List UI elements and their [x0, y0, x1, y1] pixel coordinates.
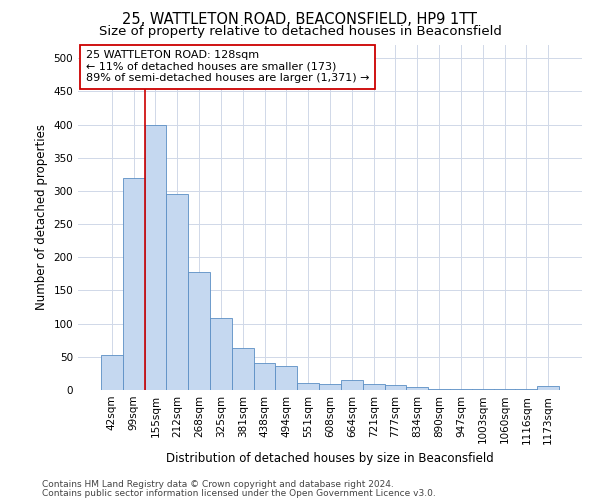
Bar: [254, 364, 275, 390]
Y-axis label: Number of detached properties: Number of detached properties: [35, 124, 48, 310]
Bar: [188, 272, 210, 390]
Bar: [275, 366, 297, 390]
Text: Contains HM Land Registry data © Crown copyright and database right 2024.: Contains HM Land Registry data © Crown c…: [42, 480, 394, 489]
Bar: [385, 386, 406, 390]
Text: Contains public sector information licensed under the Open Government Licence v3: Contains public sector information licen…: [42, 488, 436, 498]
Bar: [537, 386, 559, 390]
Bar: [341, 380, 363, 390]
Bar: [428, 388, 450, 390]
Bar: [166, 194, 188, 390]
Bar: [232, 348, 254, 390]
Bar: [145, 124, 166, 390]
Bar: [101, 355, 123, 390]
Bar: [406, 386, 428, 390]
Bar: [297, 384, 319, 390]
Bar: [363, 384, 385, 390]
Bar: [123, 178, 145, 390]
Text: Size of property relative to detached houses in Beaconsfield: Size of property relative to detached ho…: [98, 25, 502, 38]
X-axis label: Distribution of detached houses by size in Beaconsfield: Distribution of detached houses by size …: [166, 452, 494, 465]
Bar: [319, 384, 341, 390]
Bar: [210, 318, 232, 390]
Text: 25, WATTLETON ROAD, BEACONSFIELD, HP9 1TT: 25, WATTLETON ROAD, BEACONSFIELD, HP9 1T…: [122, 12, 478, 28]
Text: 25 WATTLETON ROAD: 128sqm
← 11% of detached houses are smaller (173)
89% of semi: 25 WATTLETON ROAD: 128sqm ← 11% of detac…: [86, 50, 369, 84]
